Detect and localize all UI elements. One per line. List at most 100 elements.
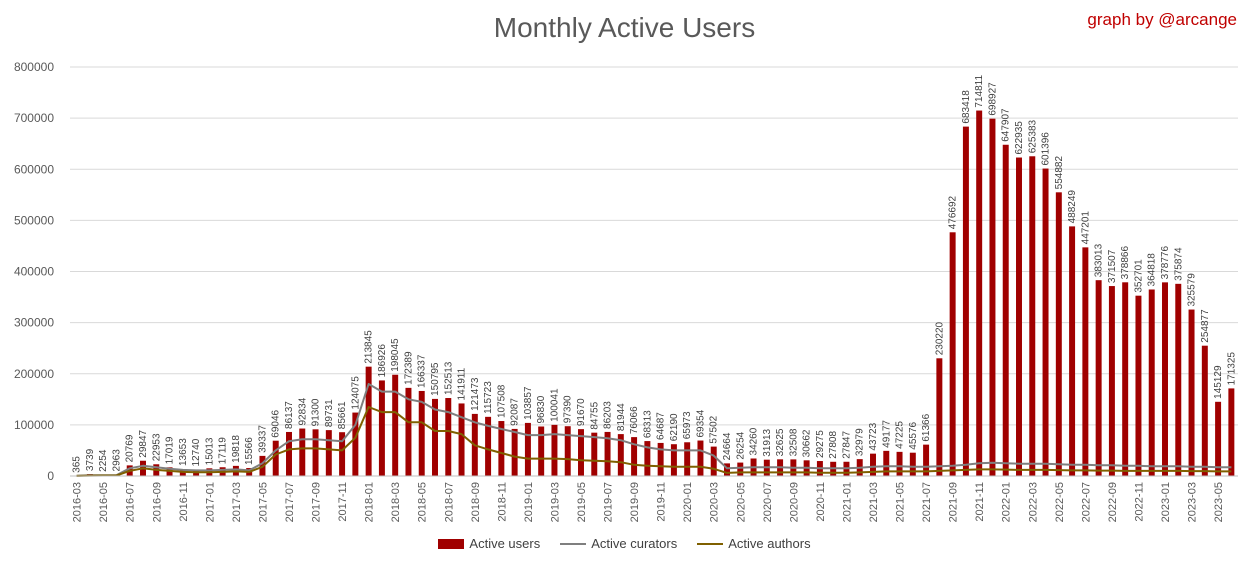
data-label: 17119 [218, 437, 229, 465]
bar [445, 398, 452, 476]
data-label: 2254 [98, 449, 109, 472]
data-label: 64687 [656, 412, 667, 440]
data-label: 352701 [1133, 259, 1144, 293]
x-tick-label: 2019-05 [576, 482, 588, 522]
bar [989, 118, 996, 476]
x-tick-label: 2019-09 [629, 482, 641, 522]
y-tick-label: 300000 [14, 316, 54, 330]
bar [949, 232, 956, 476]
data-label: 488249 [1067, 190, 1078, 224]
data-label: 383013 [1094, 243, 1105, 277]
x-tick-label: 2016-09 [151, 482, 163, 522]
bar [710, 446, 717, 476]
legend-item-curators: Active curators [560, 536, 677, 551]
legend-label-users: Active users [469, 536, 541, 551]
data-label: 30662 [802, 429, 813, 457]
chart-title: Monthly Active Users [493, 12, 756, 43]
bar [485, 416, 492, 476]
data-label: 254877 [1200, 309, 1211, 343]
data-label: 86203 [603, 401, 614, 429]
bar [1188, 309, 1195, 476]
data-label: 476692 [948, 195, 959, 229]
bar [272, 440, 279, 476]
data-label: 124075 [350, 376, 361, 410]
data-label: 2963 [111, 449, 122, 472]
bar [339, 432, 346, 476]
x-tick-label: 2023-05 [1213, 482, 1225, 522]
bar [325, 430, 332, 476]
data-label: 81944 [616, 403, 627, 431]
data-labels: 365 3739 2254 2963 20769 29847 22953 17019 13653… [72, 74, 1238, 472]
data-label: 92087 [510, 398, 521, 426]
x-tick-label: 2021-07 [921, 482, 933, 522]
data-label: 12740 [191, 438, 202, 466]
data-label: 152513 [443, 361, 454, 395]
data-label: 49177 [881, 420, 892, 448]
data-label: 172389 [403, 351, 414, 385]
data-label: 371507 [1107, 249, 1118, 283]
y-tick-label: 0 [47, 469, 54, 483]
data-label: 20769 [125, 434, 136, 462]
x-tick-label: 2019-01 [523, 482, 535, 522]
data-label: 375874 [1173, 247, 1184, 281]
data-label: 22953 [151, 433, 162, 461]
x-tick-label: 2016-05 [98, 482, 110, 522]
bar [1016, 157, 1022, 476]
data-label: 554882 [1054, 156, 1065, 190]
x-tick-label: 2017-03 [231, 482, 243, 522]
bar [697, 440, 704, 476]
data-label: 186926 [377, 344, 388, 378]
data-label: 27847 [841, 431, 852, 459]
series-line-active-authors [76, 406, 1232, 477]
data-label: 698927 [987, 82, 998, 116]
x-tick-label: 2017-07 [284, 482, 296, 522]
data-label: 171325 [1226, 352, 1237, 386]
x-tick-label: 2016-07 [125, 482, 137, 522]
data-label: 3739 [85, 448, 96, 471]
data-label: 89731 [324, 399, 335, 427]
bar [1055, 192, 1062, 476]
x-tick-label: 2021-11 [974, 482, 986, 522]
x-tick-label: 2018-01 [364, 482, 376, 522]
data-label: 29847 [138, 429, 149, 457]
data-label: 150795 [430, 362, 441, 396]
data-label: 97390 [563, 395, 574, 423]
data-label: 378776 [1160, 246, 1171, 280]
bar [365, 366, 372, 476]
bar [1135, 295, 1142, 476]
data-label: 84755 [589, 401, 600, 429]
bar [883, 450, 890, 476]
bar [378, 380, 385, 476]
y-tick-label: 800000 [14, 60, 54, 74]
x-tick-label: 2020-05 [735, 482, 747, 522]
bar [1108, 286, 1115, 476]
bar [1148, 289, 1155, 476]
data-label: 91300 [311, 398, 322, 426]
grid-lines [70, 66, 1238, 477]
data-label: 47225 [895, 421, 906, 449]
data-label: 145129 [1213, 365, 1224, 399]
x-tick-label: 2017-11 [337, 482, 349, 522]
bar [1069, 226, 1076, 476]
data-label: 115723 [483, 381, 494, 414]
bar [737, 462, 744, 476]
chart-legend: Active users Active curators Active auth… [0, 536, 1249, 551]
bar [511, 428, 518, 476]
x-tick-label: 2023-03 [1187, 482, 1199, 522]
x-tick-label: 2022-11 [1133, 482, 1145, 522]
x-tick-label: 2016-03 [72, 482, 84, 522]
legend-item-authors: Active authors [697, 536, 811, 551]
bar [684, 442, 691, 476]
data-label: 65973 [682, 411, 693, 439]
bar [551, 424, 558, 476]
bar [538, 426, 545, 476]
data-label: 31913 [762, 428, 773, 456]
data-label: 45576 [908, 421, 919, 449]
x-tick-label: 2018-11 [496, 482, 508, 522]
data-label: 230220 [934, 321, 945, 355]
bar [1095, 280, 1102, 476]
data-label: 121473 [470, 377, 481, 411]
data-label: 378866 [1120, 245, 1131, 279]
data-label: 647907 [1001, 108, 1012, 142]
legend-swatch-curators [560, 542, 587, 545]
